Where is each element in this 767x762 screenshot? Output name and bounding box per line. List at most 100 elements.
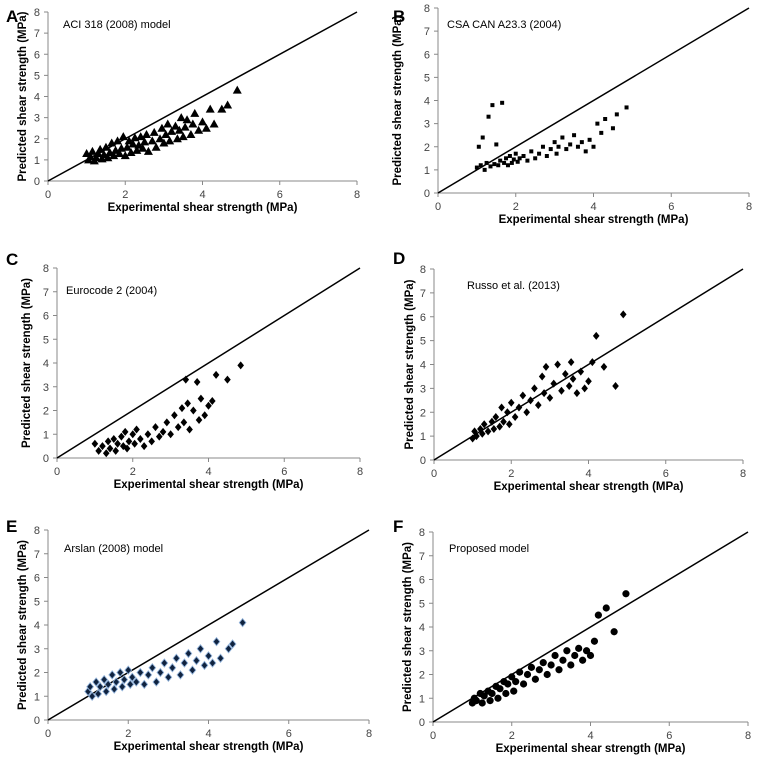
data-point-e xyxy=(228,639,237,649)
data-point-a xyxy=(120,151,130,160)
data-point-b xyxy=(500,100,505,105)
x-tick-label-d: 8 xyxy=(740,468,746,480)
data-point-c xyxy=(129,430,137,439)
data-point-d xyxy=(592,331,600,340)
data-point-d xyxy=(585,377,592,386)
data-point-c xyxy=(137,435,144,443)
data-point-b xyxy=(540,144,545,149)
data-point-b xyxy=(513,151,518,156)
data-point-d xyxy=(562,370,569,379)
y-axis-label-b: Predicted shear strength (MPa) xyxy=(392,15,404,185)
data-point-e xyxy=(208,658,217,668)
data-point-c xyxy=(167,430,174,439)
x-tick-label-e: 2 xyxy=(125,728,131,740)
y-tick-label-d: 3 xyxy=(420,383,426,395)
data-point-b xyxy=(478,163,483,168)
x-tick-label-b: 0 xyxy=(435,201,441,213)
data-point-e xyxy=(168,663,177,673)
data-point-f xyxy=(486,697,494,705)
data-point-d xyxy=(480,420,488,429)
data-point-b xyxy=(502,160,507,165)
data-point-c xyxy=(131,439,138,448)
data-point-e xyxy=(86,682,95,692)
data-point-b xyxy=(614,112,619,117)
data-point-d xyxy=(538,372,546,381)
data-point-e xyxy=(126,679,135,690)
data-point-a xyxy=(128,139,138,148)
data-point-b xyxy=(560,135,565,140)
data-point-c xyxy=(133,425,140,434)
data-point-d xyxy=(573,389,581,398)
data-point-c xyxy=(224,375,231,384)
data-point-c xyxy=(148,437,155,446)
data-point-c xyxy=(237,361,244,370)
data-point-a xyxy=(198,117,207,126)
x-axis-label-a: Experimental shear strength (MPa) xyxy=(108,202,298,214)
data-point-c xyxy=(155,432,163,441)
data-point-d xyxy=(488,417,496,426)
data-point-d xyxy=(478,429,486,438)
data-point-a xyxy=(149,127,159,136)
x-tick-label-f: 6 xyxy=(666,730,672,742)
x-tick-label-e: 4 xyxy=(205,728,211,740)
data-point-d xyxy=(523,408,530,417)
data-point-b xyxy=(504,156,509,161)
data-point-e xyxy=(102,686,111,697)
data-point-f xyxy=(586,651,595,660)
y-tick-label-c: 2 xyxy=(43,406,49,418)
data-point-a xyxy=(180,122,190,131)
y-axis-label-e: Predicted shear strength (MPa) xyxy=(17,540,29,710)
data-point-e xyxy=(136,667,145,678)
data-point-d xyxy=(519,391,527,400)
data-point-c xyxy=(159,427,167,436)
y-tick-label-e: 1 xyxy=(34,691,40,703)
y-tick-label-b: 6 xyxy=(424,49,430,61)
data-point-a xyxy=(136,132,146,141)
data-point-c xyxy=(180,418,188,427)
data-point-b xyxy=(482,167,487,172)
model-title-f: Proposed model xyxy=(449,543,529,555)
x-tick-label-f: 4 xyxy=(587,730,593,742)
y-tick-label-e: 5 xyxy=(34,596,40,608)
data-point-d xyxy=(612,381,619,390)
data-point-a xyxy=(157,123,167,132)
data-point-a xyxy=(140,137,150,146)
data-point-e xyxy=(148,663,157,673)
y-tick-label-c: 0 xyxy=(43,453,49,465)
data-point-d xyxy=(500,417,507,426)
data-point-c xyxy=(190,406,197,415)
data-point-e xyxy=(108,670,117,680)
panel-a: A 0 2 4 6 8 0 1 2 3 4 5 6 7 8 Experimental shear streng… xyxy=(6,7,360,214)
y-tick-label-e: 3 xyxy=(34,644,40,656)
data-point-f xyxy=(516,668,524,676)
data-point-d xyxy=(550,379,558,388)
y-tick-label-c: 6 xyxy=(43,311,49,323)
x-tick-label-f: 0 xyxy=(430,730,436,742)
data-point-b xyxy=(537,151,542,156)
x-axis-label-c: Experimental shear strength (MPa) xyxy=(114,479,304,491)
data-point-e xyxy=(120,674,129,685)
y-tick-label-d: 0 xyxy=(420,455,426,467)
data-point-e xyxy=(152,677,161,687)
y-axis-label-a: Predicted shear strength (MPa) xyxy=(17,11,29,181)
data-point-d xyxy=(542,362,550,371)
data-point-b xyxy=(496,163,501,168)
panel-letter-a: A xyxy=(6,7,18,26)
data-point-a xyxy=(87,146,97,155)
data-point-d xyxy=(577,367,585,376)
data-point-a xyxy=(132,145,142,154)
y-tick-label-c: 4 xyxy=(43,358,49,370)
data-point-e xyxy=(96,682,105,692)
data-point-c xyxy=(102,449,110,458)
x-tick-label-d: 2 xyxy=(508,468,514,480)
data-point-f xyxy=(543,670,551,679)
x-tick-label-c: 0 xyxy=(54,466,60,478)
data-point-d xyxy=(581,384,588,393)
data-point-a xyxy=(147,136,157,145)
data-point-b xyxy=(583,149,588,154)
data-point-a xyxy=(126,147,136,156)
data-point-b xyxy=(474,165,479,170)
data-point-a xyxy=(99,150,109,159)
x-axis-label-d: Experimental shear strength (MPa) xyxy=(494,481,684,493)
data-point-c xyxy=(110,435,118,443)
